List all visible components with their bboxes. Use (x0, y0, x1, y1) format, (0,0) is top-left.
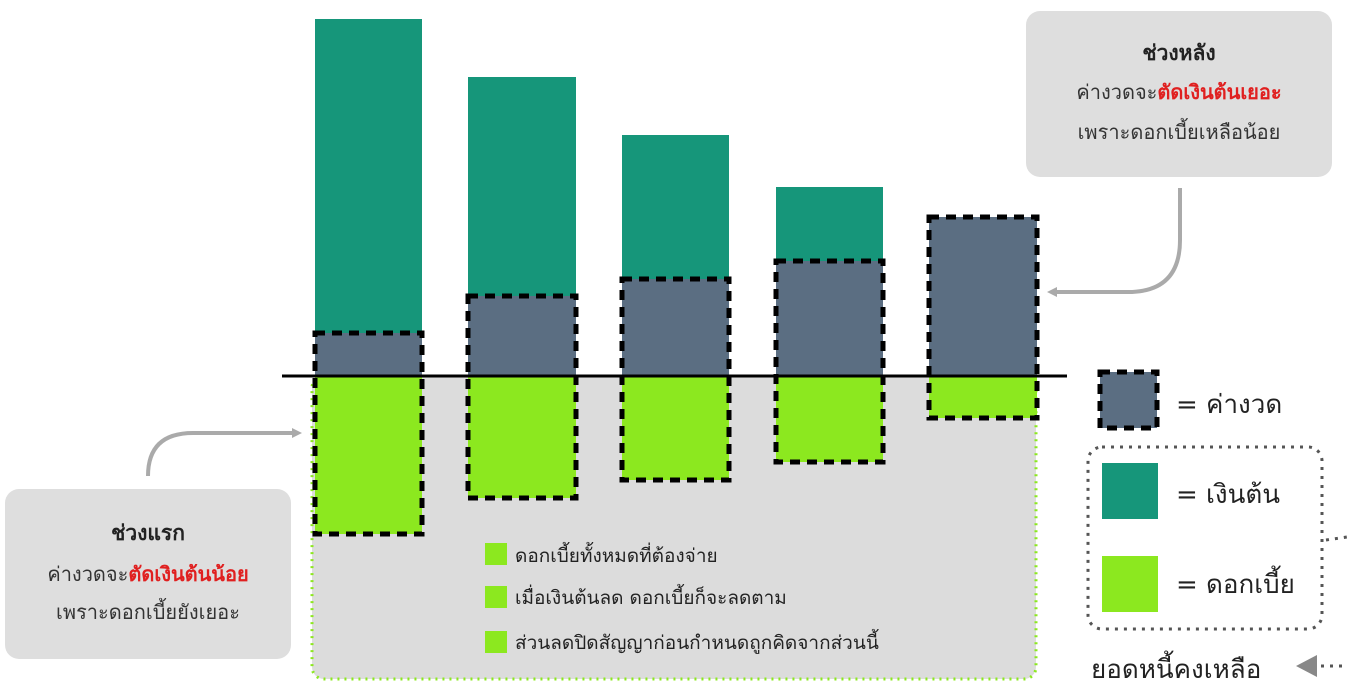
legend-principal-label: = เงินต้น (1176, 480, 1280, 510)
svg-text:ค่างวดจะตัดเงินต้นเยอะ: ค่างวดจะตัดเงินต้นเยอะ (1076, 80, 1281, 104)
callout-reason: เพราะดอกเบี้ยยังเยอะ (56, 598, 240, 624)
svg-text:ค่างวดจะตัดเงินต้นน้อย: ค่างวดจะตัดเงินต้นน้อย (47, 562, 248, 586)
installment-outline (312, 330, 425, 537)
arrow-left-icon (1296, 655, 1317, 677)
principal-segment (622, 135, 729, 279)
interest-segment (468, 376, 576, 498)
bar-5 (926, 214, 1040, 421)
legend-principal-swatch (1102, 463, 1158, 519)
interest-segment (776, 376, 883, 462)
callout-emphasis: ตัดเงินต้นเยอะ (1157, 80, 1281, 104)
legend-group-border (1086, 445, 1324, 631)
note-item: เมื่อเงินต้นลด ดอกเบี้ยก็จะลดตาม (515, 584, 787, 609)
callout-text-prefix: ค่างวดจะ (1076, 80, 1157, 104)
remaining-balance-label: ยอดหนี้คงเหลือ (1091, 650, 1261, 685)
legend-installment-label: = ค่างวด (1176, 390, 1282, 420)
note-bullet (485, 586, 507, 608)
legend-interest-label: = ดอกเบี้ย (1176, 565, 1295, 600)
installment-segment (776, 261, 883, 376)
installment-segment (622, 279, 729, 376)
note-item: ดอกเบี้ยทั้งหมดที่ต้องจ่าย (515, 542, 718, 567)
callout-early-period: ช่วงแรก ค่างวดจะตัดเงินต้นน้อย เพราะดอกเ… (5, 489, 291, 659)
interest-notes: ดอกเบี้ยทั้งหมดที่ต้องจ่าย เมื่อเงินต้นล… (485, 542, 879, 654)
note-bullet (485, 631, 507, 653)
callout-early-arrow (146, 428, 302, 477)
remaining-balance: ยอดหนี้คงเหลือ (1091, 650, 1347, 685)
callout-text-prefix: ค่างวดจะ (47, 562, 128, 586)
installment-outline (926, 214, 1040, 421)
legend-connector-dots (1325, 535, 1348, 542)
callout-later-period: ช่วงหลัง ค่างวดจะตัดเงินต้นเยอะ เพราะดอก… (1026, 11, 1332, 177)
callout-emphasis: ตัดเงินต้นน้อย (128, 562, 248, 586)
callout-reason: เพราะดอกเบี้ยเหลือน้อย (1078, 118, 1281, 144)
bar-3 (619, 135, 732, 483)
installment-segment (315, 333, 422, 376)
installment-segment (929, 217, 1037, 376)
installment-outline (619, 276, 732, 483)
principal-segment (468, 77, 576, 296)
bar-2 (465, 77, 579, 501)
interest-segment (315, 376, 422, 534)
callout-title: ช่วงแรก (111, 521, 185, 545)
legend-interest-swatch (1102, 556, 1158, 612)
legend-installment-swatch (1097, 369, 1160, 431)
installment-segment (468, 296, 576, 376)
principal-segment (315, 19, 422, 333)
legend: = ค่างวด = เงินต้น = ดอกเบี้ย (1086, 369, 1348, 631)
note-bullet (485, 543, 507, 565)
interest-segment (929, 376, 1037, 418)
note-item: ส่วนลดปิดสัญญาก่อนกำหนดถูกคิดจากส่วนนี้ (515, 629, 879, 654)
callout-later-arrow (1047, 188, 1182, 297)
installment-outline (773, 258, 886, 465)
principal-segment (776, 187, 883, 261)
interest-segment (622, 376, 729, 480)
bar-1 (312, 19, 425, 537)
callout-title: ช่วงหลัง (1142, 41, 1215, 65)
bar-4 (773, 187, 886, 465)
installment-outline (465, 293, 579, 501)
